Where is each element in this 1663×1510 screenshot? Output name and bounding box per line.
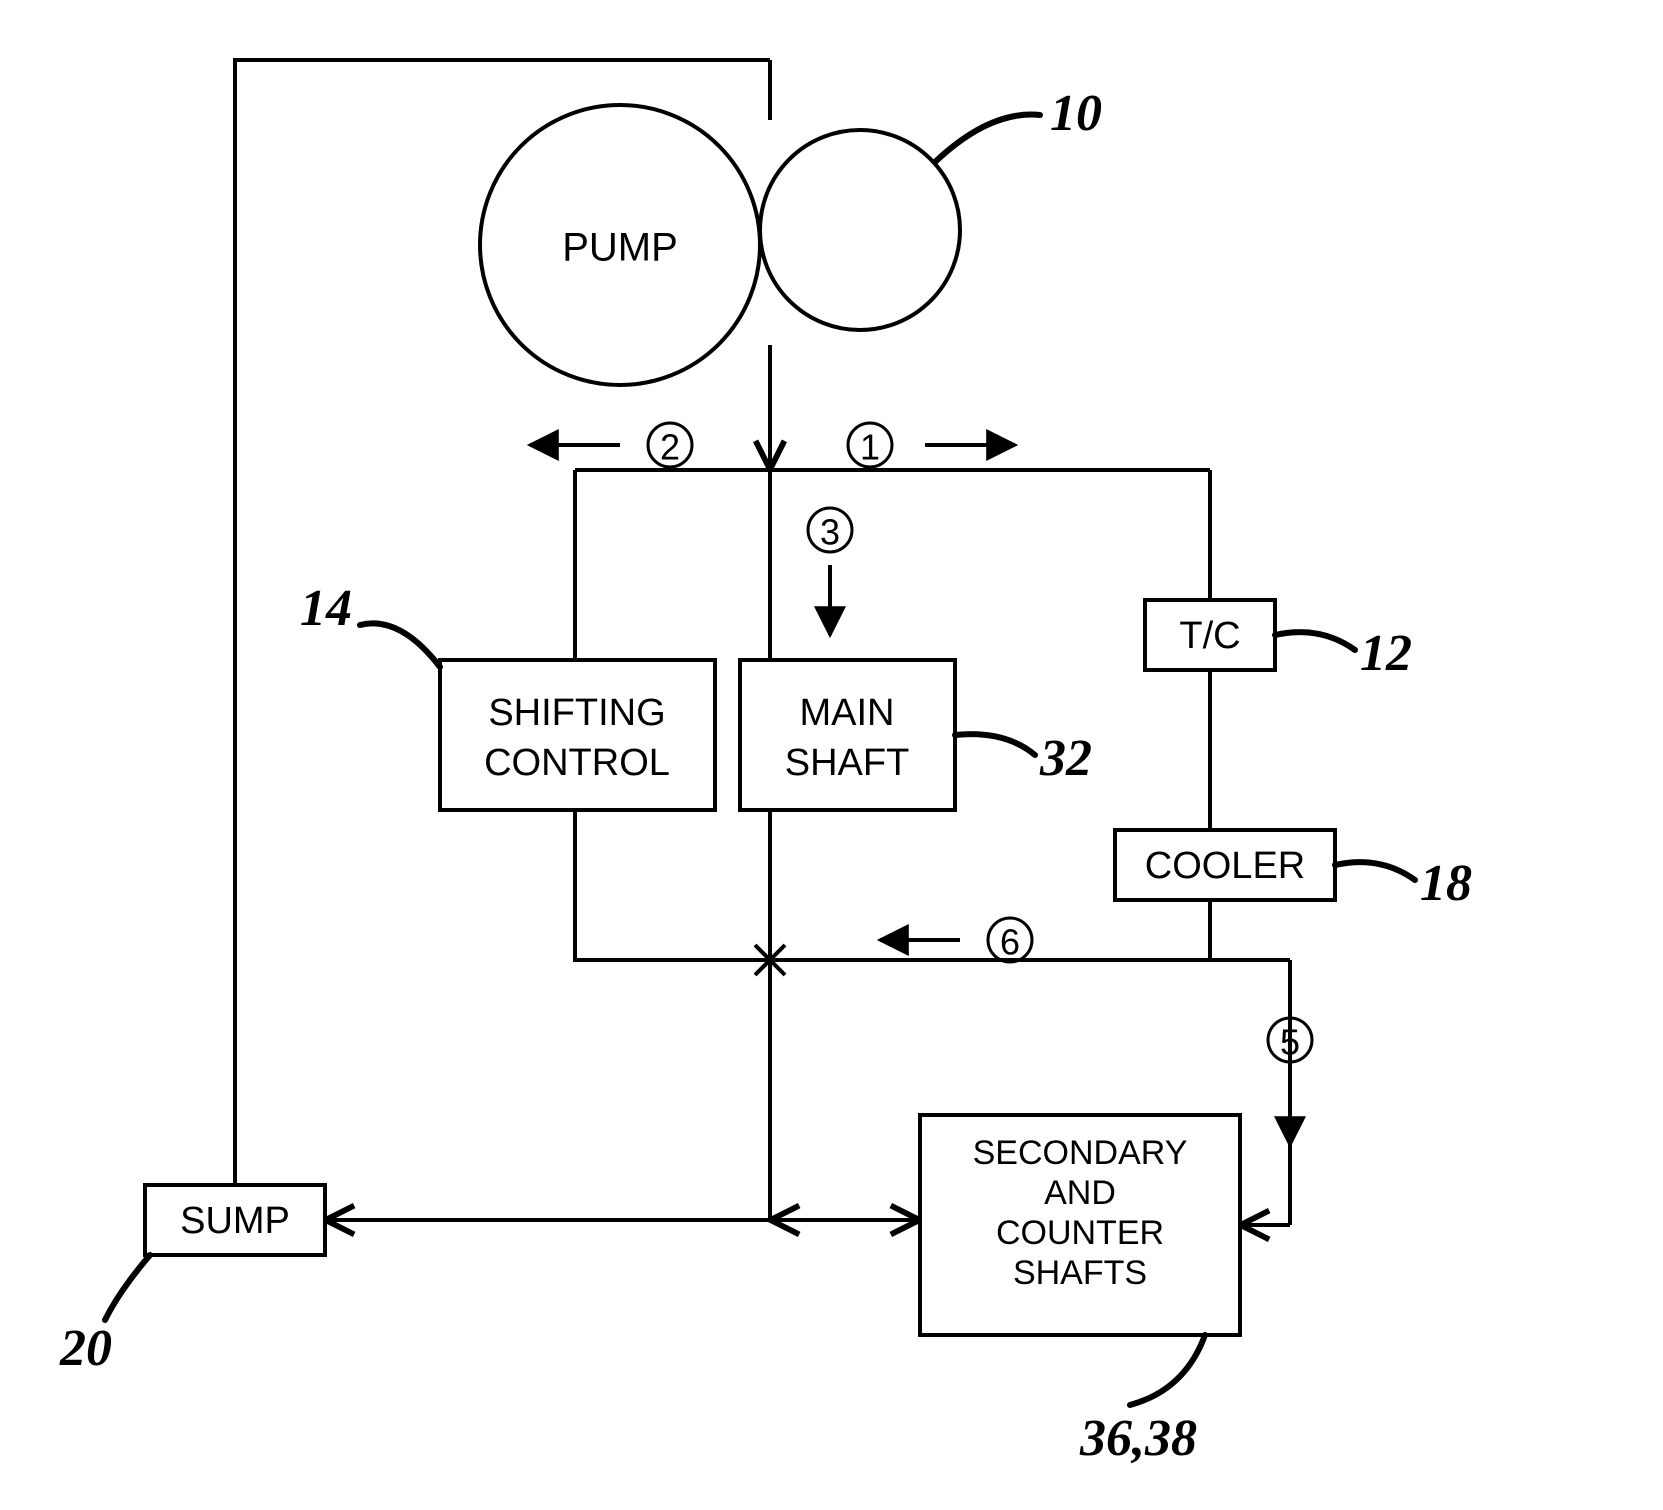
secondary-l2: AND (1044, 1174, 1116, 1212)
ref-3638: 36,38 (1079, 1410, 1197, 1467)
pump-label: PUMP (562, 226, 678, 270)
leader-32 (955, 734, 1035, 755)
leader-10 (935, 115, 1040, 162)
svg-text:3: 3 (820, 512, 840, 553)
secondary-l3: COUNTER (996, 1214, 1164, 1252)
svg-text:5: 5 (1280, 1022, 1300, 1063)
leader-18 (1335, 862, 1415, 880)
flow-diagram: PUMP T/C COOLER SHIFTING CONTROL MAIN SH… (0, 0, 1663, 1510)
circled-2: 2 (648, 423, 692, 468)
ref-14: 14 (300, 580, 352, 637)
pump-small-circle (760, 130, 960, 330)
circled-3: 3 (808, 508, 852, 553)
leader-14 (360, 623, 440, 667)
svg-text:6: 6 (1000, 922, 1020, 963)
main-shaft-box (740, 660, 955, 810)
circled-5: 5 (1268, 1018, 1312, 1063)
ref-10: 10 (1050, 85, 1102, 142)
circled-6: 6 (988, 918, 1032, 963)
cooler-label: COOLER (1145, 845, 1305, 887)
sump-label: SUMP (180, 1200, 290, 1242)
leader-3638 (1130, 1335, 1205, 1405)
ref-20: 20 (59, 1320, 112, 1377)
main-shaft-label-1: MAIN (800, 692, 895, 734)
leader-20 (105, 1255, 150, 1320)
ref-32: 32 (1039, 730, 1092, 787)
ref-12: 12 (1360, 625, 1412, 682)
svg-text:2: 2 (660, 427, 680, 468)
circled-1: 1 (848, 423, 892, 468)
shifting-label-2: CONTROL (484, 742, 670, 784)
shifting-label-1: SHIFTING (488, 692, 665, 734)
svg-text:1: 1 (860, 427, 880, 468)
ref-18: 18 (1420, 855, 1472, 912)
main-shaft-label-2: SHAFT (785, 742, 910, 784)
tc-label: T/C (1179, 615, 1240, 657)
leader-12 (1275, 632, 1355, 650)
shifting-control-box (440, 660, 715, 810)
secondary-l4: SHAFTS (1013, 1254, 1147, 1292)
secondary-l1: SECONDARY (973, 1134, 1188, 1172)
shifting-down (575, 810, 770, 960)
